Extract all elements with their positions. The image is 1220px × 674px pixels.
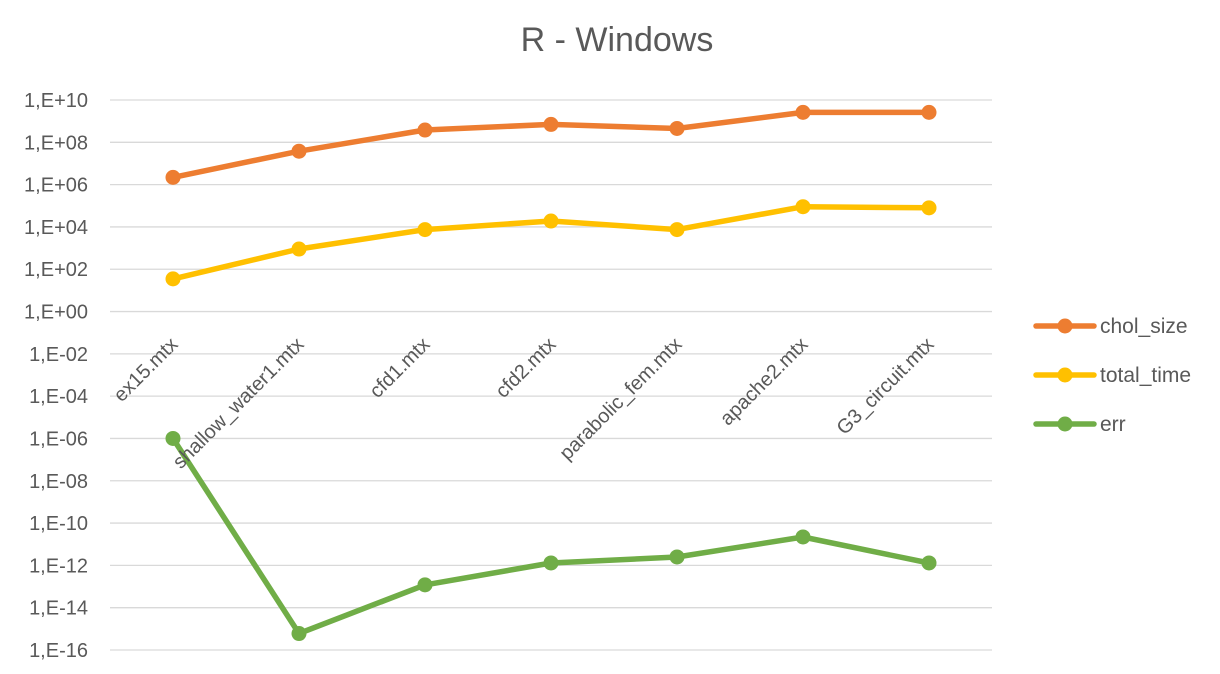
data-point	[795, 104, 811, 120]
chart-title: R - Windows	[521, 21, 714, 59]
data-point	[543, 555, 559, 571]
data-point	[165, 169, 181, 185]
data-point	[795, 529, 811, 545]
y-tick-label: 1,E+08	[24, 132, 88, 154]
y-tick-label: 1,E+04	[24, 217, 88, 239]
x-tick-label: parabolic_fem.mtx	[555, 334, 686, 465]
data-point	[165, 430, 181, 446]
y-tick-label: 1,E-02	[29, 344, 88, 366]
y-tick-label: 1,E-08	[29, 471, 88, 493]
data-point	[669, 120, 685, 136]
legend-marker	[1057, 416, 1073, 432]
data-point	[921, 555, 937, 571]
legend-label: total_time	[1100, 364, 1191, 387]
y-tick-label: 1,E-04	[29, 386, 88, 408]
y-tick-label: 1,E-12	[29, 555, 88, 577]
legend-item: chol_size	[1033, 315, 1188, 338]
x-tick-label: cfd2.mtx	[492, 334, 561, 403]
data-point	[921, 104, 937, 120]
data-point	[417, 222, 433, 238]
data-point	[795, 199, 811, 215]
data-point	[291, 626, 307, 642]
legend-label: chol_size	[1100, 315, 1188, 338]
data-point	[543, 116, 559, 132]
x-tick-label: G3_circuit.mtx	[833, 334, 939, 440]
data-point	[669, 549, 685, 565]
y-tick-label: 1,E-10	[29, 513, 88, 535]
data-point	[417, 577, 433, 593]
data-point	[165, 271, 181, 287]
x-tick-label: apache2.mtx	[716, 334, 813, 431]
y-tick-label: 1,E+00	[24, 302, 88, 324]
y-axis-ticks: 1,E+10 1,E+08 1,E+06 1,E+04 1,E+02 1,E+00 1,E-…	[24, 90, 88, 662]
y-tick-label: 1,E+06	[24, 175, 88, 197]
legend-item: err	[1033, 413, 1126, 436]
y-tick-label: 1,E-16	[29, 640, 88, 662]
legend-item: total_time	[1033, 364, 1191, 387]
y-tick-label: 1,E-06	[29, 428, 88, 450]
y-tick-label: 1,E+10	[24, 90, 88, 112]
series-err	[165, 430, 937, 642]
data-point	[291, 241, 307, 257]
x-tick-label: cfd1.mtx	[366, 334, 435, 403]
series-chol_size	[165, 104, 937, 185]
series-line	[170, 435, 932, 637]
y-tick-label: 1,E+02	[24, 259, 88, 281]
data-point	[543, 213, 559, 229]
data-point	[669, 222, 685, 238]
legend-label: err	[1100, 413, 1126, 436]
y-tick-label: 1,E-14	[29, 598, 88, 620]
data-point	[417, 122, 433, 138]
series-total_time	[165, 199, 937, 287]
legend-marker	[1057, 367, 1073, 383]
data-point	[921, 200, 937, 216]
data-point	[291, 143, 307, 159]
legend-marker	[1057, 318, 1073, 334]
series-lines	[165, 104, 937, 642]
